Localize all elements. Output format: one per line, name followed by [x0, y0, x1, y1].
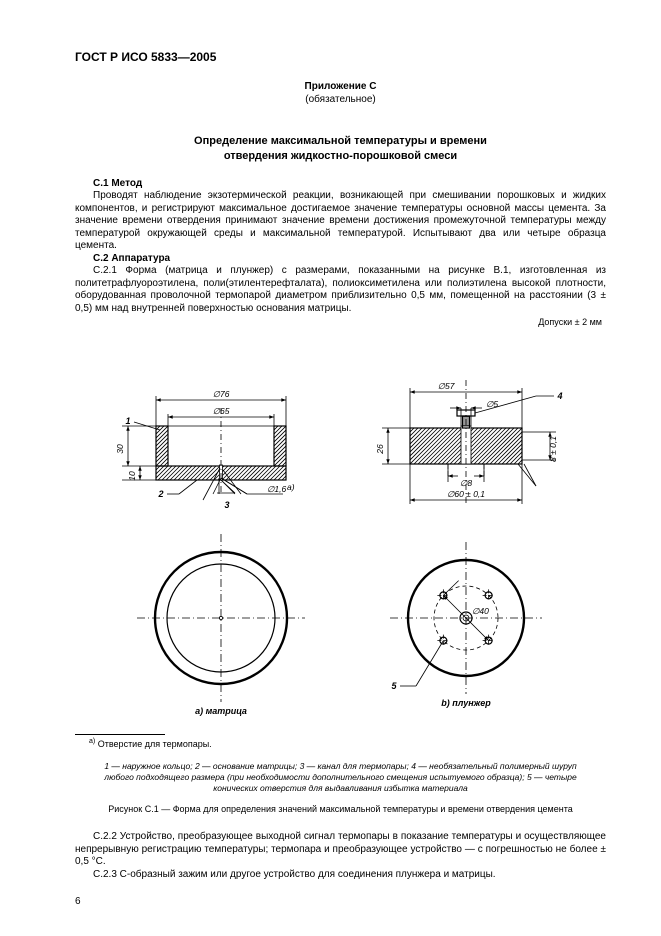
svg-text:а): а)	[287, 482, 295, 492]
page-number: 6	[75, 896, 81, 909]
svg-text:∅5: ∅5	[486, 399, 498, 409]
c1-head: С.1 Метод	[75, 178, 606, 191]
svg-text:∅1,6: ∅1,6	[267, 484, 286, 494]
svg-text:3: 3	[224, 500, 229, 510]
svg-text:2: 2	[157, 489, 163, 499]
svg-text:∅65: ∅65	[212, 406, 229, 416]
svg-text:∅60 ± 0,1: ∅60 ± 0,1	[446, 489, 484, 499]
svg-text:5: 5	[391, 681, 397, 691]
c22-body: С.2.2 Устройство, преобразующее выходной…	[75, 831, 606, 869]
annex-sub: (обязательное)	[75, 94, 606, 107]
title-line1: Определение максимальной температуры и в…	[194, 135, 487, 147]
c21-body: С.2.1 Форма (матрица и плунжер) с размер…	[75, 265, 606, 315]
figure-caption: Рисунок С.1 — Форма для определения знач…	[75, 804, 606, 815]
footnote-rule	[75, 734, 165, 735]
svg-text:∅40: ∅40	[472, 606, 489, 616]
svg-text:4: 4	[556, 391, 562, 401]
c2-head: С.2 Аппаратура	[75, 253, 606, 266]
tolerance-note: Допуски ± 2 мм	[75, 317, 602, 328]
title-line2: отвердения жидкостно-порошковой смеси	[224, 150, 457, 162]
svg-text:∅8: ∅8	[459, 478, 471, 488]
svg-text:∅57: ∅57	[437, 381, 454, 391]
figure-legend: 1 — наружное кольцо; 2 — основание матри…	[95, 761, 586, 794]
figure-c1: ∅76 ∅65 30 10 1 2 ∅1,6 а) 3 4 ∅57 ∅5 26 8 ± 0,1 ∅8∅60…	[75, 328, 606, 728]
svg-text:1: 1	[125, 416, 130, 426]
doc-code: ГОСТ Р ИСО 5833—2005	[75, 50, 606, 65]
svg-text:26: 26	[375, 444, 385, 455]
svg-text:8 ± 0,1: 8 ± 0,1	[548, 436, 558, 462]
svg-text:∅76: ∅76	[212, 389, 229, 399]
svg-text:a) матрица: a) матрица	[195, 706, 247, 716]
c1-body: Проводят наблюдение экзотермической реак…	[75, 190, 606, 253]
annex-head: Приложение С	[75, 81, 606, 94]
c23-body: С.2.3 С-образный зажим или другое устрой…	[75, 869, 606, 882]
svg-text:30: 30	[115, 444, 125, 454]
footnote-a: а) Отверстие для термопары.	[89, 738, 606, 750]
svg-text:b) плунжер: b) плунжер	[441, 698, 491, 708]
page-title: Определение максимальной температуры и в…	[75, 134, 606, 164]
svg-text:10: 10	[127, 471, 137, 481]
footnote-a-text: Отверстие для термопары.	[98, 739, 212, 749]
